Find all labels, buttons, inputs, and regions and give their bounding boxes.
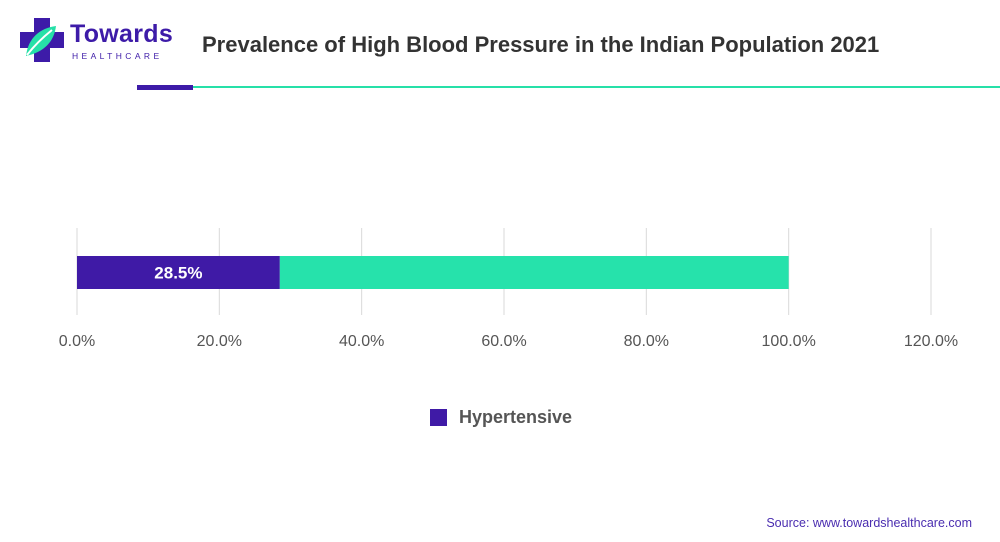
- x-axis-ticks: 0.0% 20.0% 40.0% 60.0% 80.0% 100.0% 120.0%: [59, 333, 958, 350]
- medical-cross-leaf-icon: [20, 18, 64, 62]
- legend: Hypertensive: [430, 406, 572, 428]
- brand-logo: Towards HEALTHCARE: [18, 16, 178, 66]
- x-tick-label: 120.0%: [904, 333, 958, 350]
- legend-swatch: [430, 408, 447, 426]
- logo-subtext: HEALTHCARE: [72, 51, 163, 61]
- bar-hypertensive: [77, 256, 280, 289]
- x-tick-label: 40.0%: [339, 333, 384, 350]
- x-tick-label: 20.0%: [197, 333, 242, 350]
- x-tick-label: 100.0%: [762, 333, 816, 350]
- bar-chart: 28.5% 0.0% 20.0% 40.0% 60.0% 80.0% 100.0% 120.…: [59, 228, 958, 350]
- title-rule-accent: [137, 85, 193, 90]
- bar-remainder: [279, 256, 789, 289]
- legend-label: Hypertensive: [459, 406, 573, 427]
- x-tick-label: 60.0%: [481, 333, 526, 350]
- x-tick-label: 0.0%: [59, 333, 95, 350]
- logo-wordmark: Towards: [70, 20, 174, 48]
- source-note: Source: www.towardshealthcare.com: [766, 516, 972, 530]
- bars: 28.5%: [77, 256, 789, 289]
- title-rule: [193, 86, 1000, 88]
- chart-title: Prevalence of High Blood Pressure in the…: [202, 32, 880, 57]
- bar-data-label: 28.5%: [154, 264, 202, 283]
- x-tick-label: 80.0%: [624, 333, 669, 350]
